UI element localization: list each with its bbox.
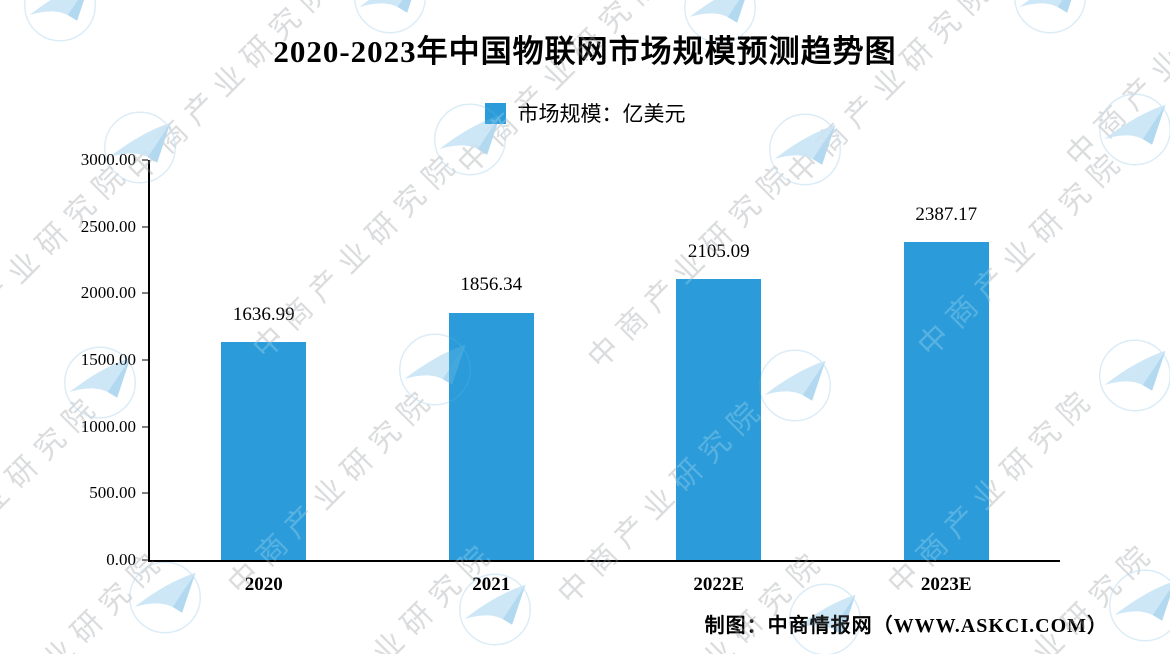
chart-title: 2020-2023年中国物联网市场规模预测趋势图: [273, 34, 897, 69]
watermark-text: 中商产业研究院: [0, 153, 139, 376]
y-tick-label: 2500.00: [80, 216, 136, 236]
x-tick-label: 2022E: [693, 574, 745, 595]
watermark-logo-icon: [1095, 336, 1170, 421]
watermark-logo-icon: [125, 558, 205, 643]
watermark-text: 中商产业研究院: [0, 153, 139, 376]
y-tick-label: 1000.00: [80, 416, 136, 436]
legend-swatch: [484, 102, 506, 124]
y-tick-label: 500.00: [89, 483, 136, 503]
bar: [221, 341, 307, 560]
bar-value-label: 1636.99: [232, 303, 295, 325]
bar: [903, 241, 989, 560]
watermark-sail-icon: [1099, 339, 1170, 412]
y-tick-mark: [142, 426, 148, 428]
y-tick-label: 0.00: [106, 550, 136, 569]
watermark-logo-icon: [1105, 566, 1170, 651]
x-tick-label: 2023E: [920, 574, 972, 595]
y-tick-label: 3000.00: [80, 150, 136, 169]
x-tick-label: 2021: [472, 574, 511, 595]
legend: 市场规模：亿美元: [0, 98, 1170, 128]
credit-footer: 制图：中商情报网（WWW.ASKCI.COM）: [704, 615, 1108, 637]
legend-label: 市场规模：亿美元: [517, 102, 686, 126]
watermark-sail-icon: [1109, 569, 1170, 642]
bar: [676, 279, 762, 560]
y-tick-label: 1500.00: [80, 350, 136, 369]
y-tick-mark: [142, 159, 148, 161]
watermark-sail-icon: [1099, 339, 1170, 412]
watermark-logo-icon: [125, 558, 205, 643]
x-axis-line: [148, 560, 1060, 562]
y-tick-mark: [142, 226, 148, 228]
watermark-sail-icon: [129, 561, 201, 634]
y-tick-label: 2000.00: [80, 283, 136, 303]
y-tick-mark: [142, 492, 148, 494]
y-axis-line: [148, 160, 150, 560]
watermark-logo-icon: [1095, 336, 1170, 421]
bar: [448, 312, 534, 560]
y-tick-mark: [142, 359, 148, 361]
bar-value-label: 2387.17: [915, 203, 978, 225]
bar-value-label: 2105.09: [687, 241, 750, 263]
plot-area: 0.00 500.00 1000.00 1500.00 2000.00 2500.00 30…: [81, 150, 1060, 595]
y-tick-mark: [142, 559, 148, 561]
watermark-logo-icon: [1105, 566, 1170, 651]
x-tick-label: 2020: [244, 574, 283, 595]
y-tick-mark: [142, 292, 148, 294]
watermark-sail-icon: [129, 561, 201, 634]
watermark-sail-icon: [1109, 569, 1170, 642]
bar-value-label: 1856.34: [460, 274, 523, 296]
